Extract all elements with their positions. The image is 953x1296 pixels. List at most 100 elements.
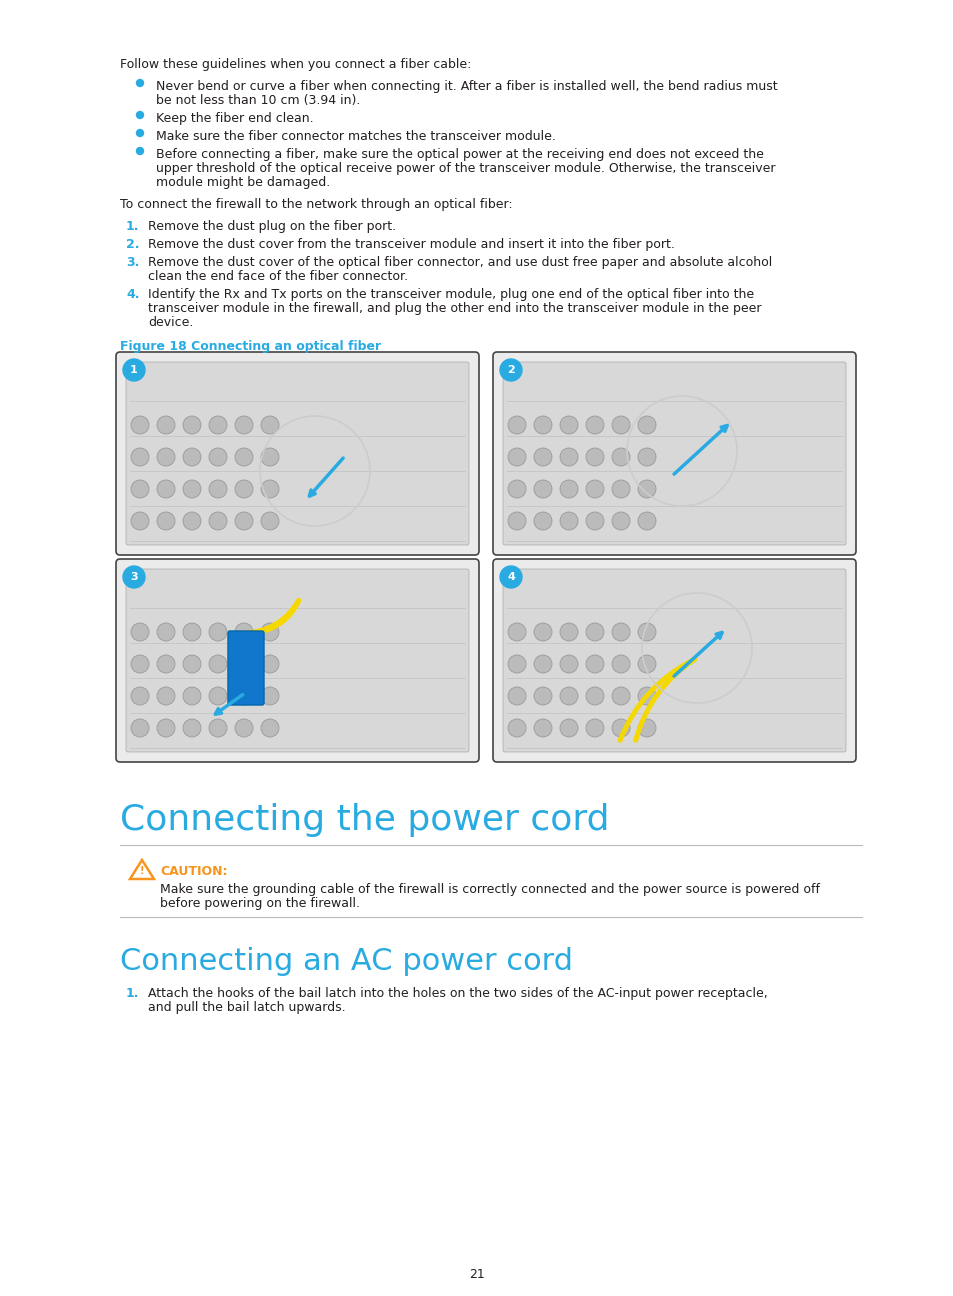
Circle shape [612, 623, 629, 642]
Circle shape [638, 448, 656, 467]
Circle shape [638, 623, 656, 642]
Circle shape [131, 480, 149, 498]
Circle shape [209, 687, 227, 705]
Circle shape [559, 416, 578, 434]
Circle shape [234, 623, 253, 642]
Circle shape [157, 512, 174, 530]
Circle shape [534, 448, 552, 467]
Text: 21: 21 [469, 1267, 484, 1280]
FancyBboxPatch shape [126, 362, 469, 546]
Text: transceiver module in the firewall, and plug the other end into the transceiver : transceiver module in the firewall, and … [148, 302, 760, 315]
Circle shape [585, 480, 603, 498]
Circle shape [136, 79, 143, 87]
Circle shape [209, 448, 227, 467]
Circle shape [131, 719, 149, 737]
Circle shape [234, 448, 253, 467]
Circle shape [261, 416, 278, 434]
FancyBboxPatch shape [126, 569, 469, 752]
Text: !: ! [139, 866, 144, 876]
Circle shape [534, 687, 552, 705]
Text: 3: 3 [130, 572, 137, 582]
Circle shape [261, 654, 278, 673]
Circle shape [585, 687, 603, 705]
Circle shape [612, 654, 629, 673]
Circle shape [559, 512, 578, 530]
Circle shape [136, 111, 143, 118]
Circle shape [638, 480, 656, 498]
Circle shape [534, 623, 552, 642]
FancyBboxPatch shape [502, 362, 845, 546]
Circle shape [261, 687, 278, 705]
Circle shape [638, 719, 656, 737]
FancyBboxPatch shape [228, 631, 264, 705]
Circle shape [261, 623, 278, 642]
Circle shape [157, 416, 174, 434]
Circle shape [136, 148, 143, 154]
Circle shape [157, 719, 174, 737]
Text: To connect the firewall to the network through an optical fiber:: To connect the firewall to the network t… [120, 198, 512, 211]
Circle shape [534, 654, 552, 673]
Text: 4.: 4. [126, 288, 139, 301]
Text: Remove the dust plug on the fiber port.: Remove the dust plug on the fiber port. [148, 220, 395, 233]
Circle shape [183, 687, 201, 705]
Circle shape [612, 416, 629, 434]
Circle shape [559, 687, 578, 705]
Circle shape [123, 566, 145, 588]
Circle shape [209, 480, 227, 498]
Text: Figure 18 Connecting an optical fiber: Figure 18 Connecting an optical fiber [120, 340, 381, 353]
Circle shape [131, 416, 149, 434]
Circle shape [507, 416, 525, 434]
Circle shape [131, 687, 149, 705]
Text: Attach the hooks of the bail latch into the holes on the two sides of the AC-inp: Attach the hooks of the bail latch into … [148, 988, 767, 1001]
Text: Connecting an AC power cord: Connecting an AC power cord [120, 947, 573, 976]
Circle shape [585, 416, 603, 434]
Circle shape [559, 448, 578, 467]
Text: Make sure the grounding cable of the firewall is correctly connected and the pow: Make sure the grounding cable of the fir… [160, 883, 820, 896]
Circle shape [131, 654, 149, 673]
Circle shape [638, 687, 656, 705]
Circle shape [261, 719, 278, 737]
Text: 3.: 3. [126, 257, 139, 270]
Circle shape [559, 480, 578, 498]
Circle shape [638, 654, 656, 673]
Circle shape [261, 512, 278, 530]
Circle shape [157, 654, 174, 673]
Circle shape [234, 480, 253, 498]
Circle shape [131, 623, 149, 642]
Circle shape [507, 448, 525, 467]
Circle shape [234, 416, 253, 434]
Circle shape [638, 416, 656, 434]
Circle shape [234, 654, 253, 673]
Text: module might be damaged.: module might be damaged. [156, 176, 330, 189]
Circle shape [183, 480, 201, 498]
Text: Remove the dust cover from the transceiver module and insert it into the fiber p: Remove the dust cover from the transceiv… [148, 238, 674, 251]
Circle shape [499, 566, 521, 588]
Circle shape [507, 512, 525, 530]
Circle shape [507, 654, 525, 673]
Circle shape [234, 687, 253, 705]
Text: 1.: 1. [126, 220, 139, 233]
Circle shape [157, 623, 174, 642]
Circle shape [123, 359, 145, 381]
Circle shape [131, 512, 149, 530]
Circle shape [183, 448, 201, 467]
Text: Never bend or curve a fiber when connecting it. After a fiber is installed well,: Never bend or curve a fiber when connect… [156, 80, 777, 93]
Text: upper threshold of the optical receive power of the transceiver module. Otherwis: upper threshold of the optical receive p… [156, 162, 775, 175]
Circle shape [559, 654, 578, 673]
FancyBboxPatch shape [116, 559, 478, 762]
Text: Before connecting a fiber, make sure the optical power at the receiving end does: Before connecting a fiber, make sure the… [156, 148, 763, 161]
Circle shape [183, 416, 201, 434]
FancyBboxPatch shape [502, 569, 845, 752]
Circle shape [534, 416, 552, 434]
Circle shape [534, 719, 552, 737]
FancyBboxPatch shape [493, 353, 855, 555]
Circle shape [534, 512, 552, 530]
Circle shape [209, 623, 227, 642]
Text: Follow these guidelines when you connect a fiber cable:: Follow these guidelines when you connect… [120, 58, 471, 71]
Text: 1.: 1. [126, 988, 139, 1001]
Text: 1: 1 [130, 365, 138, 375]
Circle shape [585, 448, 603, 467]
Text: CAUTION:: CAUTION: [160, 864, 227, 877]
Text: 2: 2 [507, 365, 515, 375]
Circle shape [183, 654, 201, 673]
